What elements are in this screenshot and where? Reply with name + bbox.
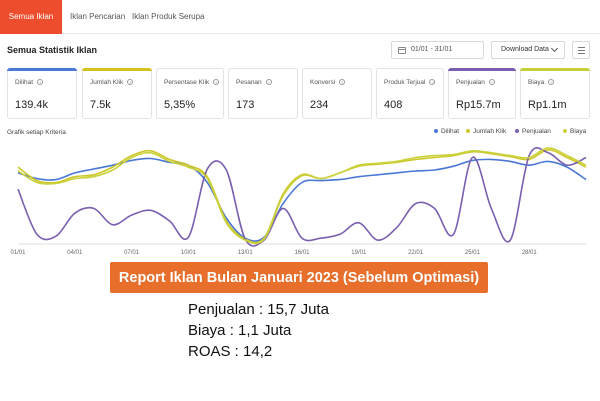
series-line-penjualan [17,147,587,247]
metric-label-text: Produk Terjual [384,79,426,86]
metric-accent-bar [82,68,152,71]
metric-value: 408 [384,99,403,111]
metric-label: Dilihat? [15,79,44,86]
x-tick-label: 10/01 [181,250,197,256]
list-view-button[interactable] [572,41,590,59]
metric-value: 173 [236,99,255,111]
download-data-label: Download Data [501,46,549,53]
help-icon[interactable]: ? [429,79,436,86]
x-tick-label: 13/01 [238,250,254,256]
x-tick-label: 19/01 [351,250,367,256]
metric-label-text: Penjualan [456,79,485,86]
summary-penjualan: Penjualan : 15,7 Juta [188,301,329,318]
metric-label-text: Dilihat [15,79,34,86]
legend-dot [466,129,470,134]
metric-card-produk-terjual[interactable]: Produk Terjual? 408 [376,68,444,119]
metric-card-penjualan[interactable]: Penjualan? Rp15.7m [448,68,516,119]
x-tick-label: 28/01 [522,250,538,256]
report-banner: Report Iklan Bulan Januari 2023 (Sebelum… [110,262,488,293]
tab-iklan-produk-serupa[interactable]: Iklan Produk Serupa [132,12,205,21]
metric-accent-bar [7,68,77,71]
tab-iklan-pencarian[interactable]: Iklan Pencarian [70,12,126,21]
download-data-button[interactable]: Download Data [491,41,565,59]
summary-biaya: Biaya : 1,1 Juta [188,322,292,339]
metric-label-text: Pesanan [236,79,262,86]
metric-card-biaya[interactable]: Biaya? Rp1.1m [520,68,590,119]
help-icon[interactable]: ? [339,79,346,86]
metric-label: Persentase Klik? [164,79,220,86]
help-icon[interactable]: ? [37,79,44,86]
x-tick-label: 22/01 [408,250,424,256]
x-tick-label: 25/01 [465,250,481,256]
series-line-biaya [17,147,587,245]
metric-value: 5,35% [164,99,196,111]
legend-item-biaya[interactable]: Biaya [563,128,586,135]
metric-value: 7.5k [90,99,111,111]
metric-label: Produk Terjual? [384,79,436,86]
metric-value: Rp1.1m [528,99,567,111]
metric-label: Penjualan? [456,79,495,86]
tab-semua-iklan[interactable]: Semua Iklan [0,0,62,34]
metric-label: Pesanan? [236,79,272,86]
metric-label: Biaya? [528,79,555,86]
help-icon[interactable]: ? [548,79,555,86]
legend-label: Penjualan [522,128,551,135]
calendar-icon [398,47,406,54]
line-chart: 01/01 04/01 07/01 10/01 13/01 16/01 19/01 22/01… [10,147,587,256]
metric-card-dilihat[interactable]: Dilihat? 139.4k [7,68,77,119]
help-icon[interactable]: ? [488,79,495,86]
metric-card-konversi[interactable]: Konversi? 234 [302,68,372,119]
list-icon-line [578,53,585,54]
series-line-jumlah-klik [17,148,587,244]
metric-accent-bar [448,68,516,71]
metric-label-text: Jumlah Klik [90,79,124,86]
legend-label: Biaya [570,128,587,135]
legend-dot [515,129,519,134]
legend-dot [434,129,438,134]
legend-item-dilihat[interactable]: Dilihat [434,128,459,135]
x-tick-label: 16/01 [294,250,310,256]
tab-bar: Semua Iklan Iklan Pencarian Iklan Produk… [0,0,600,34]
report-banner-text: Report Iklan Bulan Januari 2023 (Sebelum… [118,270,480,286]
legend-item-jumlah-klik[interactable]: Jumlah Klik [466,128,506,135]
metric-label: Konversi? [310,79,346,86]
legend-dot [563,129,567,134]
help-icon[interactable]: ? [213,79,220,86]
section-title: Semua Statistik Iklan [7,45,98,55]
metric-value: 139.4k [15,99,49,111]
metric-value: 234 [310,99,329,111]
help-icon[interactable]: ? [265,79,272,86]
metric-card-persentase-klik[interactable]: Persentase Klik? 5,35% [156,68,224,119]
date-range-picker[interactable]: 01/01 - 31/01 [391,41,484,59]
metric-card-pesanan[interactable]: Pesanan? 173 [228,68,298,119]
metric-label: Jumlah Klik? [90,79,134,86]
legend-label: Jumlah Klik [473,128,507,135]
x-tick-label: 01/01 [10,250,26,256]
list-icon [578,47,585,48]
metric-label-text: Biaya [528,79,545,86]
x-tick-label: 04/01 [67,250,83,256]
summary-roas: ROAS : 14,2 [188,343,273,360]
metric-label-text: Persentase Klik [164,79,210,86]
series-line-dilihat [17,157,587,242]
chevron-down-icon [550,44,559,53]
chart-title: Grafik setiap Kriteria [7,129,66,136]
metric-value: Rp15.7m [456,99,501,111]
x-tick-label: 07/01 [124,250,140,256]
metric-card-jumlah-klik[interactable]: Jumlah Klik? 7.5k [82,68,152,119]
metric-accent-bar [520,68,590,71]
help-icon[interactable]: ? [127,79,134,86]
metric-label-text: Konversi [310,79,336,86]
date-range-text: 01/01 - 31/01 [411,46,453,53]
legend-item-penjualan[interactable]: Penjualan [515,128,551,135]
list-icon-line [578,50,585,51]
legend-label: Dilihat [441,128,460,135]
